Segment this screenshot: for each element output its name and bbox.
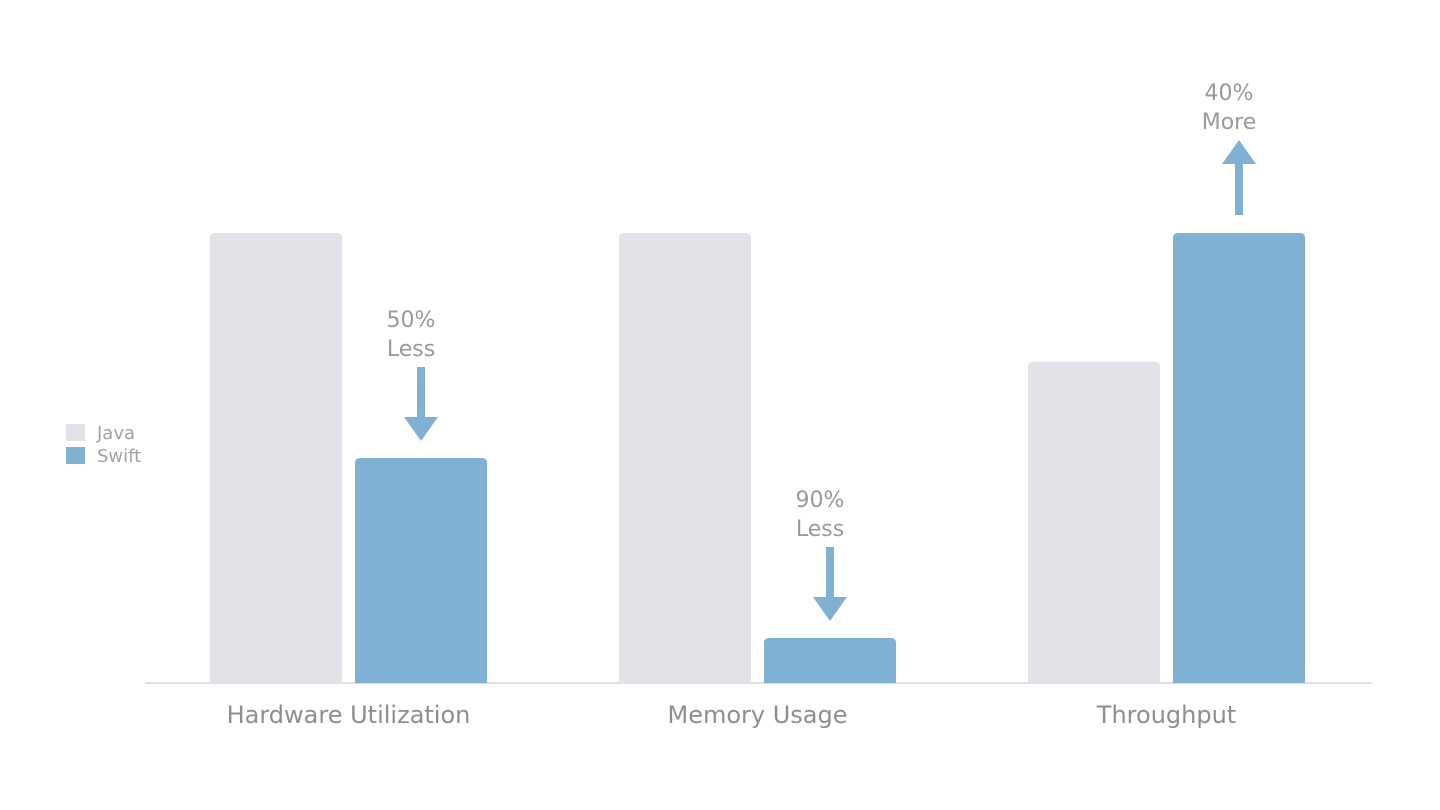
legend-swatch-swift	[66, 447, 85, 464]
arrow-shaft	[1235, 162, 1243, 215]
arrow-shaft	[417, 367, 425, 419]
annotation-label: More	[1202, 110, 1257, 135]
arrow-shaft	[826, 547, 834, 599]
annotation-percent: 50%	[387, 308, 436, 333]
bar-java-hardware-utilization	[210, 233, 342, 683]
bar-swift-hardware-utilization	[355, 458, 487, 683]
annotation-percent: 90%	[796, 488, 845, 513]
legend-swatch-java	[66, 424, 85, 441]
legend-label-swift: Swift	[97, 446, 141, 467]
bar-java-memory-usage	[619, 233, 751, 683]
arrow-up-icon	[1222, 140, 1256, 164]
x-tick-label: Throughput	[1096, 701, 1236, 729]
arrow-down-icon	[404, 417, 438, 441]
bar-swift-memory-usage	[764, 638, 896, 683]
annotation-label: Less	[796, 517, 844, 542]
x-tick-label: Hardware Utilization	[227, 701, 471, 729]
legend-label-java: Java	[96, 423, 135, 444]
bar-swift-throughput	[1173, 233, 1305, 683]
arrow-down-icon	[813, 597, 847, 621]
annotation-label: Less	[387, 337, 435, 362]
bar-java-throughput	[1028, 361, 1160, 683]
x-tick-label: Memory Usage	[667, 701, 847, 729]
annotation-percent: 40%	[1205, 81, 1254, 106]
